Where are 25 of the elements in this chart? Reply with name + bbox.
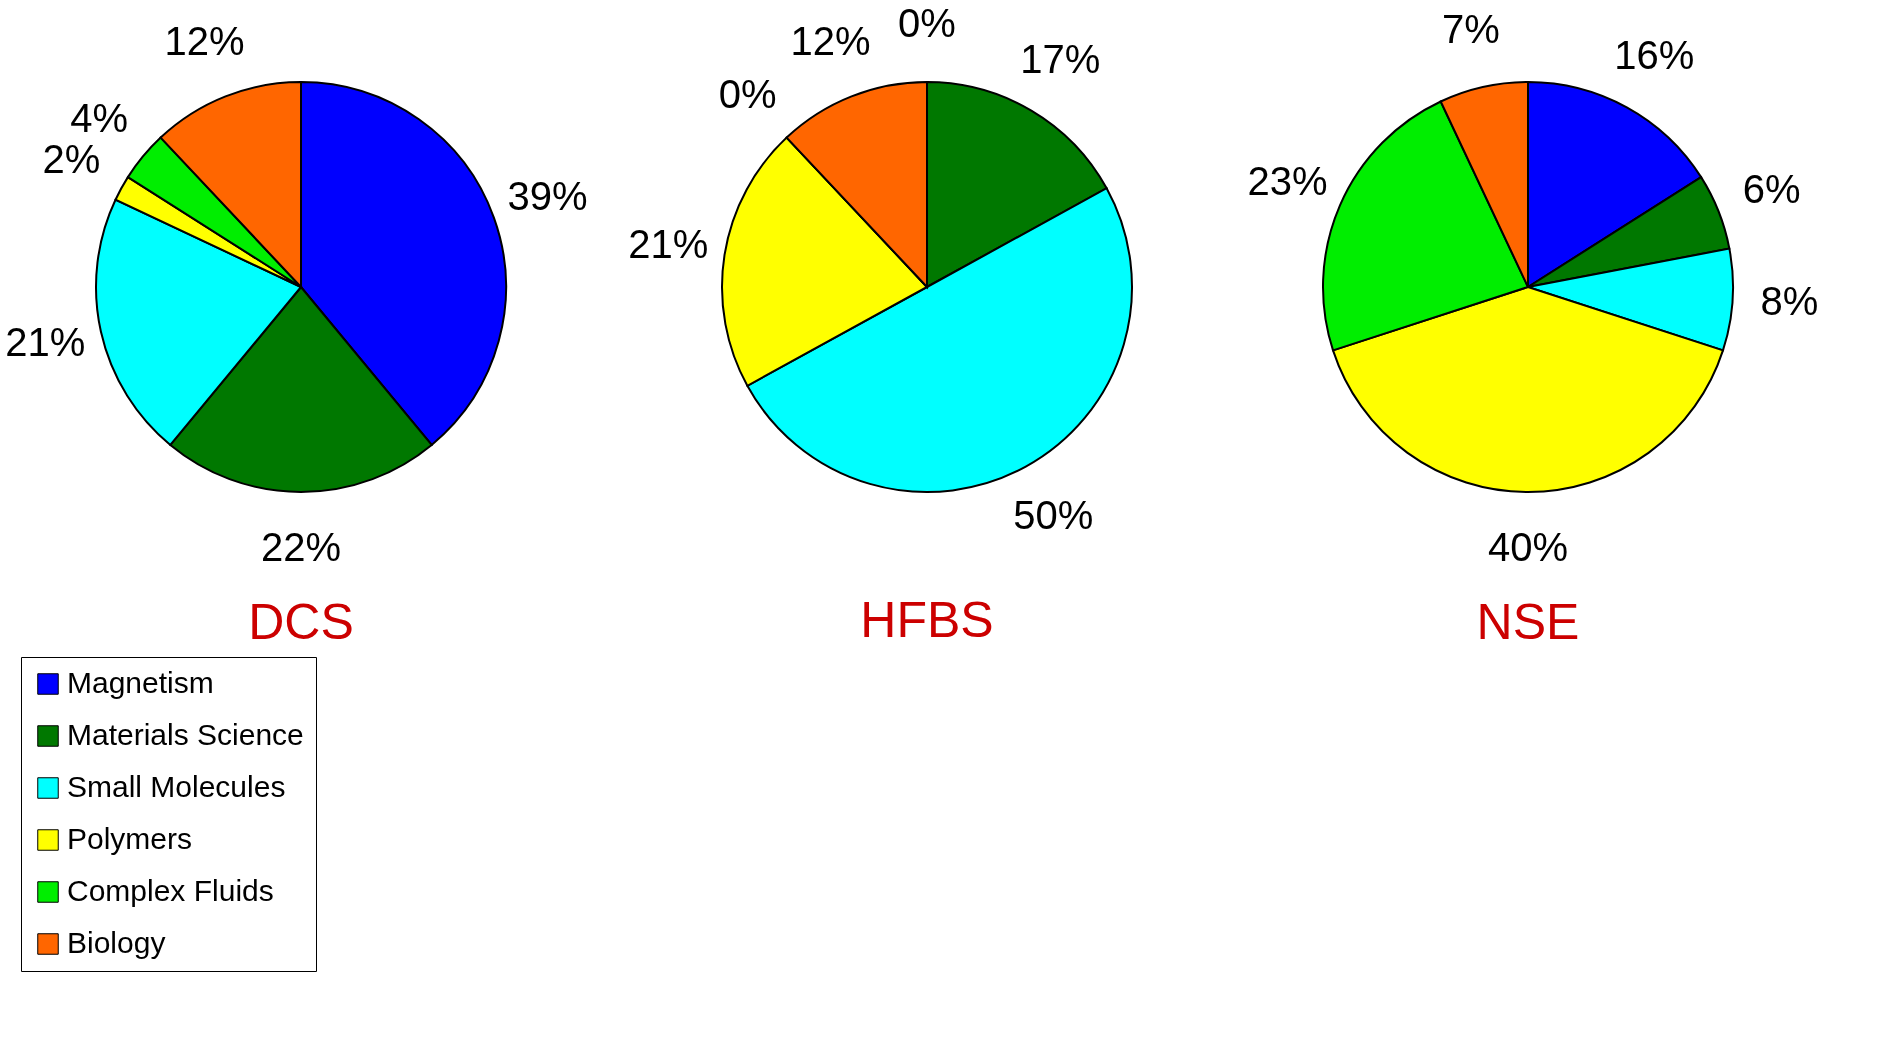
legend-label: Small Molecules — [67, 770, 286, 803]
data-label: 23% — [1247, 158, 1328, 203]
text: DCS — [248, 594, 354, 650]
data-label: 7% — [1441, 7, 1500, 52]
data-label: 50% — [1013, 492, 1094, 537]
text: NSE — [1476, 594, 1580, 650]
data-label: 39% — [507, 174, 588, 219]
data-label: 12% — [790, 19, 871, 64]
data-label: 8% — [1760, 279, 1819, 324]
data-label: 40% — [1487, 525, 1569, 569]
data-label: 6% — [1742, 166, 1801, 211]
data-label: 22% — [260, 525, 342, 569]
data-label: 21% — [5, 320, 86, 365]
text: 0% — [898, 1, 956, 45]
text: 0% — [718, 72, 777, 117]
legend-label: Magnetism — [67, 666, 214, 699]
data-label: 21% — [628, 222, 709, 267]
legend-label: Materials Science — [67, 718, 304, 751]
legend-label: Complex Fluids — [67, 874, 274, 907]
legend-label: Polymers — [67, 822, 193, 855]
legend-label: Biology — [67, 926, 166, 959]
data-label: 12% — [164, 19, 245, 64]
text: HFBS — [860, 592, 994, 648]
data-label: 16% — [1614, 33, 1695, 78]
data-label: 17% — [1020, 37, 1101, 82]
